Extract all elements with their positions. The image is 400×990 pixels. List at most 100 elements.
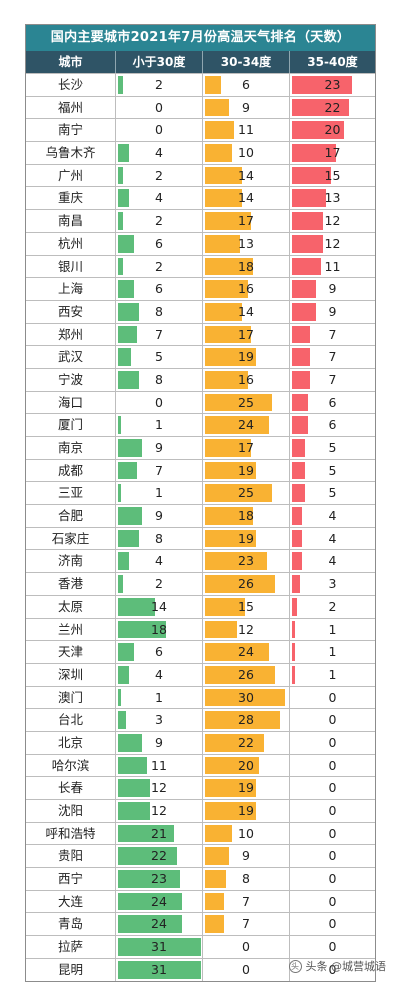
cell-35-40: 12 [290,210,375,232]
cell-below-30: 9 [116,505,203,527]
cell-35-40: 0 [290,800,375,822]
cell-35-40: 5 [290,482,375,504]
data-bar-30-34 [205,870,227,888]
value-label: 0 [242,939,250,955]
data-bar-35-40 [292,76,353,94]
cell-30-34: 30 [203,686,290,709]
data-bar-35-40 [292,212,324,230]
table-row: 成都 7 19 5 [26,458,375,482]
city-name: 呼和浩特 [26,822,116,845]
value-label: 20 [324,122,341,138]
value-label: 0 [328,871,337,887]
data-bar-30-34 [205,915,224,934]
cell-below-30: 24 [116,890,203,913]
value-label: 6 [328,417,337,433]
value-label: 0 [328,916,337,932]
table-row: 太原 14 15 2 [26,594,375,618]
value-label: 19 [238,780,254,796]
data-bar-35-40 [292,461,306,480]
city-name: 昆明 [26,958,116,981]
cell-below-30: 6 [116,641,203,663]
cell-35-40: 23 [290,74,375,96]
data-bar-below-30 [118,529,140,548]
cell-30-34: 14 [203,300,290,323]
cell-30-34: 18 [203,505,290,527]
data-bar-below-30 [118,960,201,979]
value-label: 0 [328,712,337,728]
data-bar-35-40 [292,189,326,208]
value-label: 1 [328,644,337,660]
data-bar-35-40 [292,416,308,434]
data-bar-30-34 [205,779,256,797]
table-row: 澳门 1 30 0 [26,685,375,709]
value-label: 8 [155,371,163,387]
value-label: 0 [155,394,163,410]
value-label: 18 [238,508,254,524]
data-bar-35-40 [292,643,295,661]
data-bar-30-34 [205,302,243,321]
data-bar-35-40 [292,620,295,639]
data-bar-below-30 [118,733,143,752]
city-name: 上海 [26,278,116,300]
cell-30-34: 17 [203,437,290,459]
data-bar-below-30 [118,620,167,639]
data-bar-35-40 [292,257,321,276]
cell-35-40: 0 [290,777,375,799]
value-label: 0 [328,961,337,977]
value-label: 17 [238,326,254,342]
cell-30-34: 24 [203,641,290,663]
data-bar-below-30 [118,280,135,298]
value-label: 30 [238,689,254,705]
cell-35-40: 0 [290,936,375,958]
value-label: 4 [155,190,163,206]
cell-below-30: 0 [116,391,203,414]
cell-35-40: 0 [290,755,375,777]
cell-35-40: 12 [290,233,375,255]
table-row: 大连 24 7 0 [26,889,375,913]
value-label: 12 [324,235,341,251]
value-label: 4 [328,553,337,569]
data-bar-30-34 [205,711,280,729]
table-row: 台北 3 28 0 [26,708,375,731]
column-header-35-40: 35-40度 [307,55,358,69]
table-row: 济南 4 23 4 [26,549,375,573]
cell-below-30: 31 [116,958,203,981]
data-bar-30-34 [205,733,264,752]
value-label: 18 [238,258,254,274]
value-label: 6 [155,235,163,251]
value-label: 4 [155,145,163,161]
data-bar-30-34 [205,507,254,525]
table-row: 北京 9 22 0 [26,730,375,754]
city-name: 宁波 [26,368,116,391]
value-label: 22 [151,848,167,864]
value-label: 12 [324,213,341,229]
table-row: 广州 2 14 15 [26,163,375,187]
cell-below-30: 4 [116,142,203,164]
cell-30-34: 19 [203,459,290,482]
value-label: 19 [238,803,254,818]
data-bar-35-40 [292,121,345,140]
value-label: 1 [328,666,337,682]
table-row: 南宁 0 11 20 [26,118,375,142]
value-label: 1 [328,621,337,637]
cell-35-40: 4 [290,505,375,527]
cell-30-34: 0 [203,936,290,958]
cell-below-30: 0 [116,119,203,142]
value-label: 0 [328,689,337,705]
cell-35-40: 13 [290,187,375,209]
city-name: 合肥 [26,505,116,527]
data-bar-30-34 [205,212,251,230]
city-name: 重庆 [26,187,116,210]
data-bar-below-30 [118,302,140,321]
cell-below-30: 4 [116,550,203,573]
data-bar-below-30 [118,507,143,525]
value-label: 16 [238,371,254,387]
cell-35-40: 22 [290,97,375,119]
value-label: 31 [151,939,167,955]
value-label: 4 [328,508,337,524]
value-label: 0 [328,825,337,841]
table-row: 石家庄 8 19 4 [26,526,375,550]
data-bar-below-30 [118,597,156,616]
data-bar-35-40 [292,665,295,684]
value-label: 6 [242,77,250,92]
